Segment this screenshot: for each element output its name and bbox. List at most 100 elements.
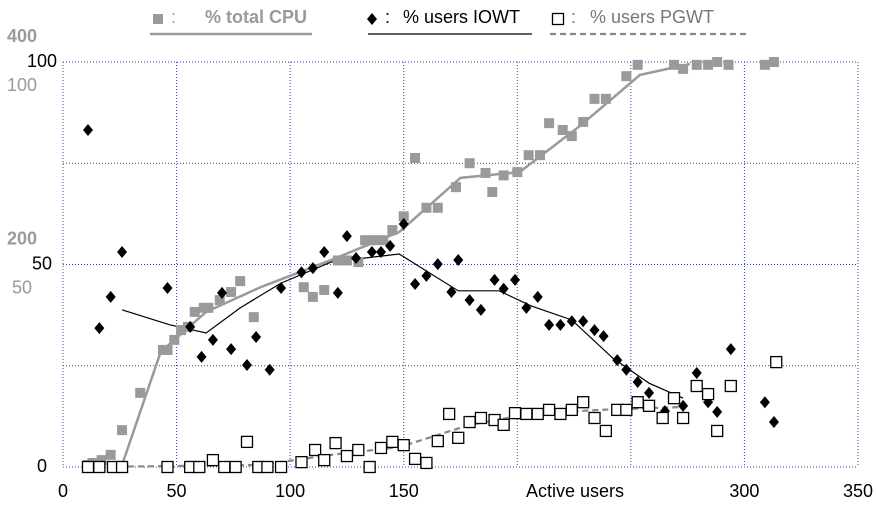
point <box>600 93 611 104</box>
point <box>360 235 371 246</box>
y-tick-label: 0 <box>37 456 47 476</box>
point <box>723 59 734 70</box>
point <box>510 273 521 286</box>
point <box>295 455 308 469</box>
x-tick-label: 350 <box>843 481 873 501</box>
point <box>352 443 365 457</box>
point <box>189 306 200 317</box>
point <box>464 294 475 307</box>
point <box>498 282 509 295</box>
point <box>176 325 187 336</box>
point <box>296 266 307 279</box>
point <box>420 456 433 470</box>
x-tick-label: 150 <box>389 481 419 501</box>
point <box>701 387 715 401</box>
y2-tick-label: 200 <box>7 228 37 248</box>
point <box>676 411 690 425</box>
point <box>620 403 633 417</box>
point <box>196 350 207 363</box>
point <box>410 152 421 163</box>
point <box>410 277 421 290</box>
point <box>94 322 105 335</box>
point <box>667 391 681 405</box>
point <box>555 318 566 331</box>
point <box>621 363 632 376</box>
point <box>385 239 396 252</box>
point <box>217 286 227 299</box>
point <box>319 285 330 296</box>
point <box>554 407 567 421</box>
point <box>378 235 389 246</box>
y-tick-label: 100 <box>27 51 57 71</box>
point <box>96 455 107 466</box>
y3-tick-label: 100 <box>7 75 37 95</box>
point <box>487 187 498 198</box>
point <box>632 375 643 388</box>
point <box>117 245 128 258</box>
legend-label: % total CPU <box>205 7 307 27</box>
point <box>544 118 555 129</box>
point <box>340 449 354 463</box>
y2-tick-label: 400 <box>7 26 37 46</box>
point <box>162 281 173 294</box>
point <box>644 386 655 399</box>
point <box>240 435 254 449</box>
point <box>207 333 218 346</box>
point <box>612 354 623 367</box>
point <box>226 343 237 356</box>
x-tick-label: 0 <box>58 481 68 501</box>
point <box>307 262 318 275</box>
point <box>298 282 309 293</box>
point <box>276 281 287 294</box>
point <box>565 403 578 417</box>
point <box>464 158 475 169</box>
point <box>498 170 509 181</box>
point <box>475 303 486 316</box>
point <box>93 460 106 474</box>
point <box>162 344 173 355</box>
legend-separator: : <box>571 7 576 27</box>
point <box>520 407 533 421</box>
y3-tick-label: 50 <box>12 277 32 297</box>
point <box>452 431 465 444</box>
point <box>248 312 259 323</box>
point <box>678 399 689 412</box>
y-tick-label: 50 <box>32 253 52 273</box>
point <box>251 330 262 343</box>
legend-separator: : <box>171 7 176 27</box>
point <box>351 252 362 265</box>
point <box>161 460 174 474</box>
point <box>532 290 543 303</box>
point <box>759 59 770 70</box>
point <box>621 71 632 82</box>
point <box>105 290 116 303</box>
point <box>642 399 656 412</box>
point <box>521 301 532 314</box>
legend-label: % users IOWT <box>403 7 520 27</box>
point <box>589 93 600 104</box>
point <box>235 276 246 287</box>
point <box>631 396 644 409</box>
point <box>81 460 95 474</box>
point <box>432 202 443 213</box>
point <box>341 255 352 266</box>
legend-label: % users PGWT <box>590 7 714 27</box>
point <box>193 460 206 474</box>
point <box>599 424 613 438</box>
point <box>229 460 242 474</box>
point <box>578 315 589 328</box>
point <box>387 225 398 236</box>
point <box>566 315 577 328</box>
point <box>768 57 779 67</box>
point <box>497 418 510 432</box>
point <box>566 131 577 142</box>
point <box>712 57 723 67</box>
point <box>366 245 377 258</box>
point <box>588 411 601 425</box>
point <box>374 441 388 455</box>
point <box>398 211 409 222</box>
point <box>135 387 146 398</box>
point <box>632 59 643 70</box>
point <box>421 202 432 213</box>
x-axis-label: Active users <box>526 481 624 501</box>
